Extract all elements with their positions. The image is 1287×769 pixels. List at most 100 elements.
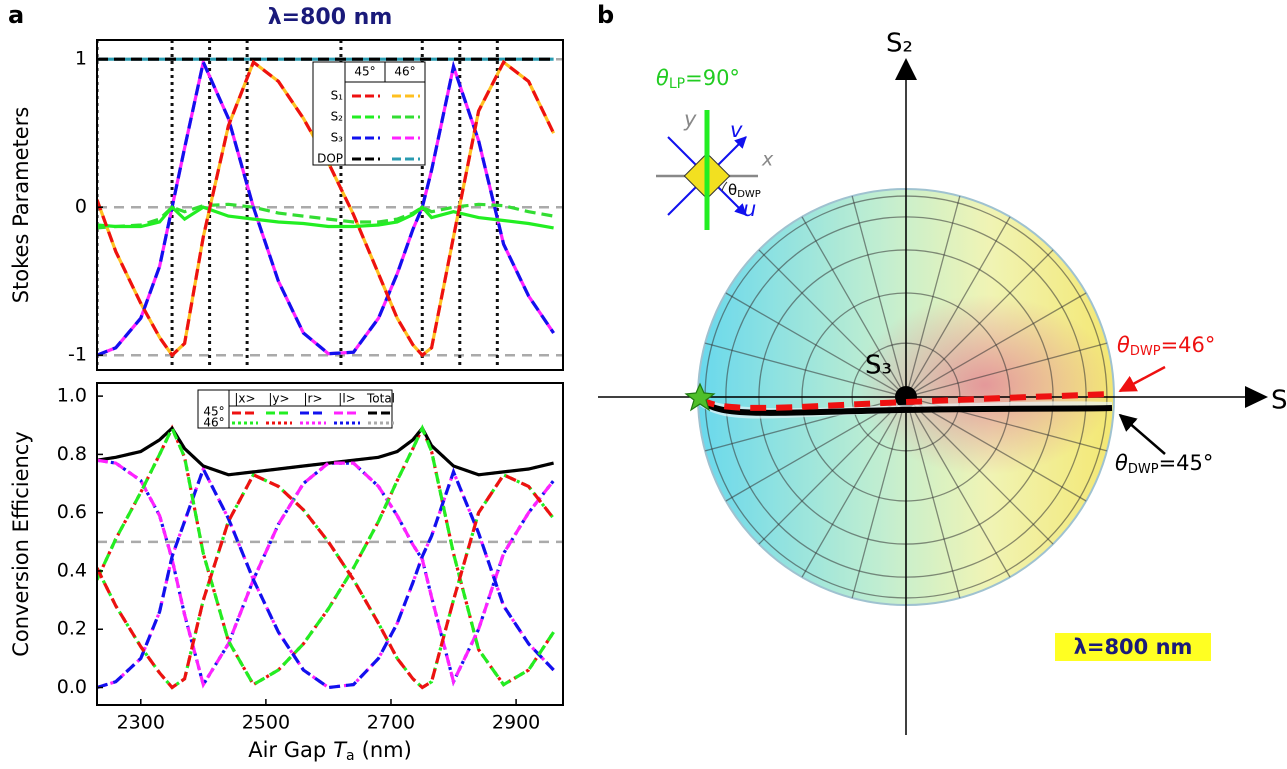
s2-label: S₂ <box>886 29 913 59</box>
inset-angle <box>721 181 728 192</box>
x-tick-label: 2300 <box>117 712 165 734</box>
subscript: LP <box>669 76 685 92</box>
sphere-grid <box>905 249 1054 398</box>
value: =46° <box>1161 333 1216 357</box>
legend-box <box>197 389 393 429</box>
subscript: DWP <box>1128 462 1159 477</box>
sphere-grid <box>905 342 1108 398</box>
inset-u-label: u <box>743 197 756 221</box>
sphere-grid <box>704 396 907 452</box>
inset-v-label: v <box>730 118 743 142</box>
trajectory-45 <box>697 396 1113 416</box>
sphere-grid <box>801 396 907 578</box>
x-tick-label: 2500 <box>242 712 290 734</box>
annotation-arrow <box>1118 413 1166 455</box>
series-line <box>97 464 555 690</box>
series-line <box>97 472 555 690</box>
s1-label: S₁ <box>1271 386 1287 416</box>
series-line <box>97 59 556 358</box>
sphere-grid <box>905 396 961 599</box>
legend-label: DOP <box>317 152 343 166</box>
symbol: θ <box>1117 333 1130 357</box>
plot-frame <box>96 382 564 706</box>
sphere-grid <box>758 396 907 545</box>
x-tick-label: 2900 <box>492 712 540 734</box>
sphere-grid <box>758 249 907 398</box>
y-tick-label: 0.2 <box>57 618 87 640</box>
y-axis-label: Conversion Efficiency <box>9 431 33 657</box>
series-line <box>97 424 555 687</box>
x-tick-label: 2700 <box>367 712 415 734</box>
y-tick-label: 0.4 <box>57 559 87 581</box>
legend-header: |x> <box>234 392 255 406</box>
sphere-grid <box>725 292 907 398</box>
y-tick-label: 0 <box>75 196 87 218</box>
annotation-arrow <box>1118 365 1166 393</box>
x-label-text: Air Gap <box>248 738 326 762</box>
symbol: θ <box>1115 451 1128 475</box>
wavelength-box <box>1055 633 1211 661</box>
legend-header: |l> <box>338 392 355 406</box>
y-axis-label: Stokes Parameters <box>9 107 33 304</box>
panel-label: a <box>8 1 24 29</box>
s3-label: S₃ <box>865 351 892 381</box>
value: =45° <box>1159 451 1214 475</box>
y-tick-label: 1 <box>75 48 87 70</box>
series-line <box>97 472 555 690</box>
sphere-shade <box>855 295 1115 475</box>
series-line <box>97 57 555 357</box>
x-label-symbol: T <box>333 738 348 762</box>
legend-label: S₃ <box>331 131 344 145</box>
legend-label: 45° <box>203 405 224 419</box>
sphere-grid <box>704 342 907 398</box>
y-tick-label: -1 <box>68 344 87 366</box>
plot-area <box>97 424 563 690</box>
legend-box <box>312 61 426 166</box>
sphere-grid <box>905 195 961 398</box>
subscript: DWP <box>737 189 761 200</box>
series-line <box>97 425 554 477</box>
sphere-grid <box>851 195 907 398</box>
chart-title: λ=800 nm <box>268 5 393 30</box>
s1-arrow <box>1245 386 1268 408</box>
sphere-grid <box>905 396 1054 545</box>
sphere-grid <box>801 216 907 398</box>
legend-header: 45° <box>354 65 375 79</box>
x-axis-label: Air Gap Ta (nm) <box>248 738 412 764</box>
y-tick-label: 1.0 <box>57 385 87 407</box>
panel-label: b <box>597 1 614 29</box>
legend-label: 46° <box>203 416 224 430</box>
y-tick-label: 0.0 <box>57 676 87 698</box>
series-line <box>97 204 554 230</box>
inset-y-label: y <box>683 107 697 131</box>
x-label-sub: a <box>346 748 355 764</box>
symbol: θ <box>728 181 737 199</box>
s2-arrow <box>895 58 917 80</box>
plot-area <box>97 40 563 370</box>
legend-header: |y> <box>268 392 289 406</box>
value: =90° <box>685 66 740 90</box>
inset-x-label: x <box>761 149 774 171</box>
series-line <box>97 458 555 689</box>
x-label-unit: (nm) <box>362 738 412 762</box>
y-tick-label: 0.8 <box>57 443 87 465</box>
sphere-grid <box>725 396 907 502</box>
sphere-grid <box>905 396 1087 502</box>
annotation-45: θDWP=45° <box>1115 451 1213 477</box>
inset-angle-label: θDWP <box>728 181 761 201</box>
legend-header: |r> <box>303 392 322 406</box>
inset-title: θLP=90° <box>656 66 740 92</box>
plot-frame <box>96 39 564 371</box>
sphere-grid <box>905 216 1011 398</box>
sphere-grid <box>905 292 1087 398</box>
sphere-grid <box>851 396 907 599</box>
legend-label: S₂ <box>331 110 344 124</box>
annotation-46: θDWP=46° <box>1117 333 1215 359</box>
start-star <box>684 382 716 412</box>
y-tick-label: 0.6 <box>57 501 87 523</box>
sphere-grid <box>905 396 1011 578</box>
inset <box>656 110 758 230</box>
wavelength-label: λ=800 nm <box>1074 635 1193 659</box>
legend-label: S₁ <box>331 89 344 103</box>
